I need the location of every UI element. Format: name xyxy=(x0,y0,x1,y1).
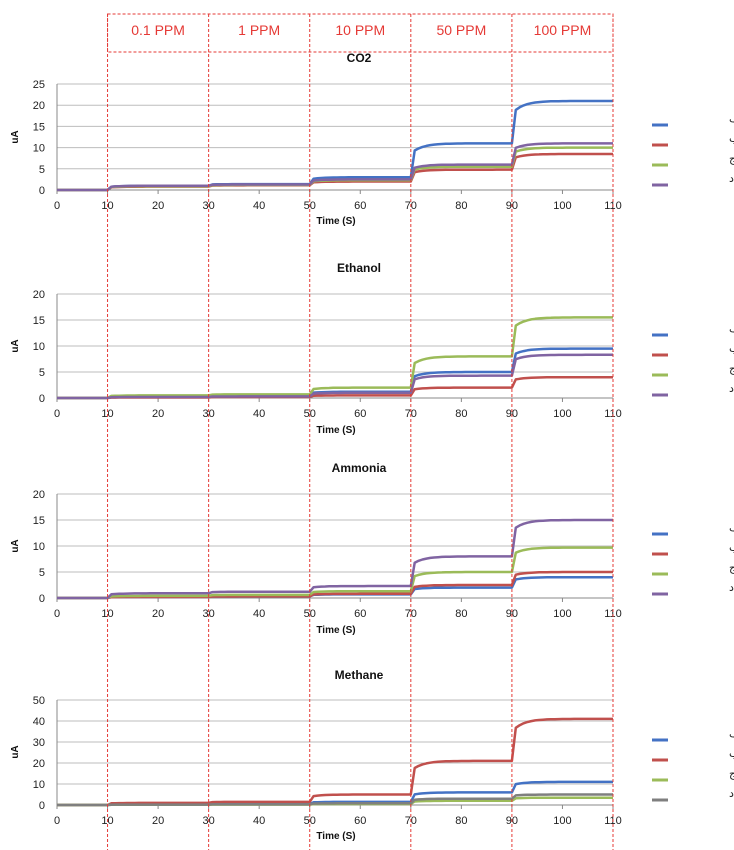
y-tick-label: 20 xyxy=(33,758,45,770)
x-tick-label: 60 xyxy=(354,408,366,420)
x-tick-label: 100 xyxy=(553,408,571,420)
legend-label: قسمت ج xyxy=(729,768,734,780)
y-tick-label: 25 xyxy=(33,79,45,91)
x-tick-label: 20 xyxy=(152,815,164,827)
x-tick-label: 40 xyxy=(253,608,265,620)
y-axis-label: uA xyxy=(10,539,21,552)
x-tick-label: 60 xyxy=(354,608,366,620)
ppm-header-box xyxy=(107,13,614,53)
x-tick-label: 60 xyxy=(354,815,366,827)
y-tick-label: 20 xyxy=(33,489,45,501)
y-tick-label: 10 xyxy=(33,341,45,353)
x-tick-label: 80 xyxy=(455,608,467,620)
series-line xyxy=(57,717,613,807)
x-tick-label: 0 xyxy=(54,815,60,827)
y-tick-label: 10 xyxy=(33,779,45,791)
y-tick-label: 15 xyxy=(33,515,45,527)
y-tick-label: 0 xyxy=(39,393,45,405)
series-line xyxy=(57,316,613,400)
y-tick-label: 0 xyxy=(39,593,45,605)
x-tick-label: 80 xyxy=(455,200,467,212)
ppm-label: 10 PPM xyxy=(335,22,385,38)
y-tick-label: 5 xyxy=(39,164,45,176)
ppm-label: 50 PPM xyxy=(436,22,486,38)
legend-label: قسمت الف xyxy=(729,728,734,740)
legend-label: قسمت د xyxy=(729,383,734,395)
chart-title: Ethanol xyxy=(337,261,381,275)
series-line xyxy=(57,142,613,192)
x-tick-label: 0 xyxy=(54,200,60,212)
x-tick-label: 20 xyxy=(152,200,164,212)
y-tick-label: 15 xyxy=(33,121,45,133)
legend-label: قسمت الف xyxy=(729,113,734,125)
y-tick-label: 50 xyxy=(33,695,45,707)
legend-label: قسمت د xyxy=(729,582,734,594)
y-tick-label: 20 xyxy=(33,100,45,112)
chart-title: Methane xyxy=(335,668,384,682)
series-line xyxy=(57,780,613,807)
y-axis-label: uA xyxy=(10,339,21,352)
ppm-label: 100 PPM xyxy=(534,22,592,38)
ppm-label: 1 PPM xyxy=(238,22,280,38)
legend-label: قسمت ب xyxy=(729,133,734,145)
legend-label: قسمت الف xyxy=(729,522,734,534)
series-line xyxy=(57,518,613,600)
y-tick-label: 15 xyxy=(33,315,45,327)
x-axis-label: Time (S) xyxy=(316,216,355,227)
x-tick-label: 40 xyxy=(253,408,265,420)
x-tick-label: 0 xyxy=(54,608,60,620)
legend-label: قسمت الف xyxy=(729,323,734,335)
x-tick-label: 100 xyxy=(553,815,571,827)
x-tick-label: 100 xyxy=(553,200,571,212)
x-tick-label: 40 xyxy=(253,200,265,212)
legend-label: قسمت د xyxy=(729,173,734,185)
y-tick-label: 5 xyxy=(39,367,45,379)
series-line xyxy=(57,353,613,400)
chart-title: CO2 xyxy=(347,51,372,65)
x-tick-label: 80 xyxy=(455,815,467,827)
x-tick-label: 20 xyxy=(152,608,164,620)
x-axis-label: Time (S) xyxy=(316,831,355,842)
legend-label: قسمت ب xyxy=(729,748,734,760)
legend-label: قسمت ج xyxy=(729,562,734,574)
y-tick-label: 10 xyxy=(33,541,45,553)
ppm-header: 0.1 PPM 1 PPM 10 PPM 50 PPM 100 PPM xyxy=(107,13,614,53)
y-tick-label: 5 xyxy=(39,567,45,579)
y-tick-label: 30 xyxy=(33,737,45,749)
legend-label: قسمت ج xyxy=(729,363,734,375)
legend-label: قسمت ب xyxy=(729,542,734,554)
x-tick-label: 20 xyxy=(152,408,164,420)
x-tick-label: 100 xyxy=(553,608,571,620)
x-tick-label: 60 xyxy=(354,200,366,212)
legend-label: قسمت د xyxy=(729,788,734,800)
series-line xyxy=(57,546,613,600)
x-tick-label: 40 xyxy=(253,815,265,827)
x-tick-label: 0 xyxy=(54,408,60,420)
y-tick-label: 0 xyxy=(39,185,45,197)
ppm-label: 0.1 PPM xyxy=(131,22,185,38)
ppm-dividers xyxy=(107,14,614,850)
y-tick-label: 40 xyxy=(33,716,45,728)
y-tick-label: 10 xyxy=(33,143,45,155)
x-axis-label: Time (S) xyxy=(316,625,355,636)
chart-title: Ammonia xyxy=(332,461,387,475)
series-line xyxy=(57,793,613,807)
y-axis-label: uA xyxy=(10,745,21,758)
x-axis-label: Time (S) xyxy=(316,425,355,436)
legend-label: قسمت ج xyxy=(729,153,734,165)
x-tick-label: 80 xyxy=(455,408,467,420)
legend-label: قسمت ب xyxy=(729,343,734,355)
y-tick-label: 0 xyxy=(39,800,45,812)
y-tick-label: 20 xyxy=(33,289,45,301)
y-axis-label: uA xyxy=(10,130,21,143)
